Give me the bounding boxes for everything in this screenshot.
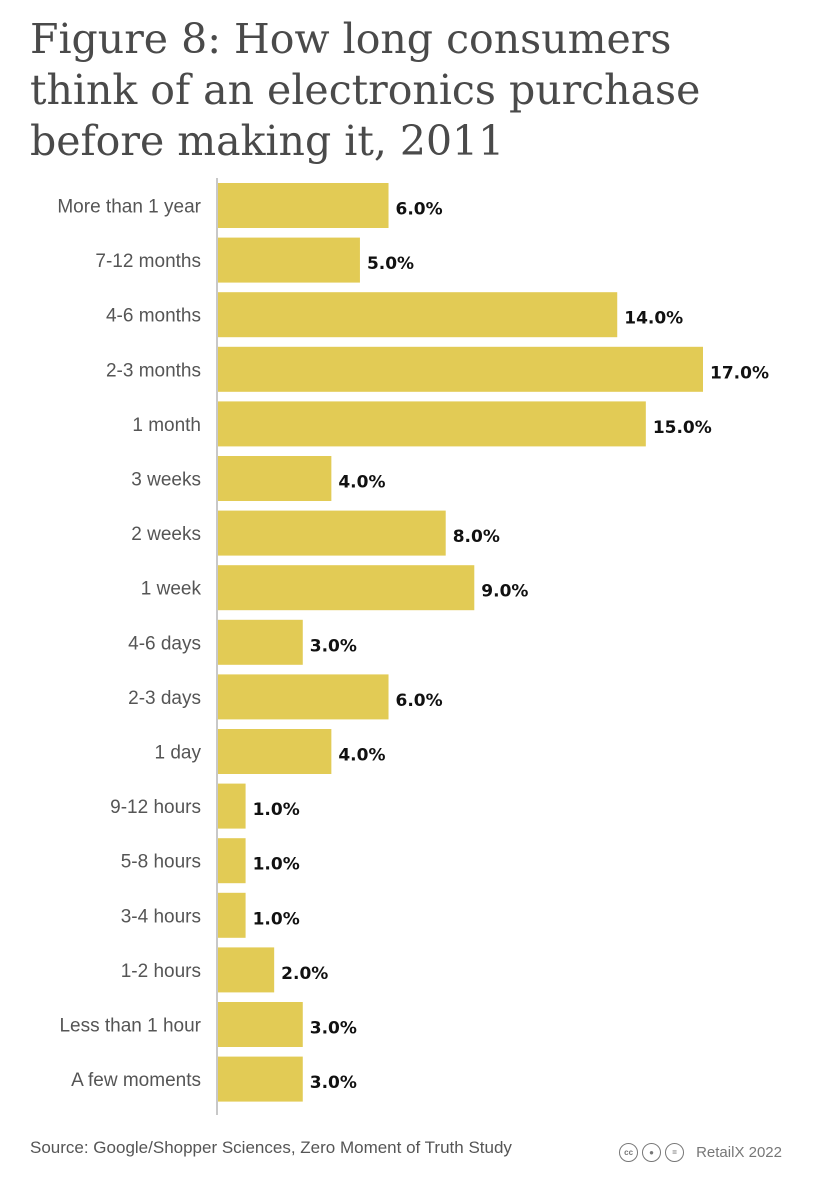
value-label: 6.0%	[396, 200, 443, 220]
value-label: 14.0%	[624, 309, 683, 329]
category-label: 5-8 hours	[121, 852, 201, 873]
bar	[217, 729, 332, 774]
bar	[217, 783, 246, 829]
chart-title: Figure 8: How long consumers think of an…	[30, 15, 701, 165]
category-label: 1-2 hours	[121, 961, 201, 982]
category-label: 1 month	[132, 415, 201, 436]
bar	[217, 892, 246, 938]
bar	[217, 565, 475, 611]
attribution-icon: ●	[642, 1143, 662, 1162]
value-label: 4.0%	[338, 473, 385, 493]
bar	[217, 1056, 303, 1102]
value-label: 15.0%	[653, 418, 712, 438]
source-note: Source: Google/Shopper Sciences, Zero Mo…	[30, 1138, 512, 1157]
bar	[217, 456, 332, 501]
category-label: 3 weeks	[131, 470, 201, 491]
bar-chart: More than 1 year 6.0% 7-12 months 5.0% 4-6 m…	[57, 178, 769, 1115]
category-label: Less than 1 hour	[59, 1016, 201, 1037]
value-label: 2.0%	[281, 964, 328, 984]
category-label: 9-12 hours	[110, 797, 201, 818]
credit-block: cc ● = RetailX 2022	[619, 1143, 782, 1162]
value-label: 6.0%	[396, 691, 443, 711]
value-label: 1.0%	[253, 855, 300, 875]
bar	[217, 346, 703, 392]
credit-text: RetailX 2022	[696, 1144, 782, 1161]
bar	[217, 292, 618, 338]
category-label: 2-3 months	[106, 360, 201, 381]
category-label: 1 day	[155, 743, 202, 764]
value-label: 9.0%	[481, 582, 528, 602]
value-label: 3.0%	[310, 1019, 357, 1039]
value-label: 17.0%	[710, 363, 769, 383]
no-derivatives-icon: =	[665, 1143, 685, 1162]
value-label: 4.0%	[338, 746, 385, 766]
value-label: 5.0%	[367, 254, 414, 274]
category-label: 3-4 hours	[121, 906, 201, 927]
value-label: 3.0%	[310, 636, 357, 656]
bar	[217, 1002, 303, 1047]
category-label: 1 week	[141, 579, 202, 600]
bar	[217, 237, 360, 283]
bar	[217, 401, 646, 447]
category-label: More than 1 year	[57, 197, 201, 218]
category-label: 7-12 months	[95, 251, 201, 272]
creative-commons-icon: cc	[619, 1143, 639, 1162]
category-label: 4-6 months	[106, 306, 201, 327]
value-label: 3.0%	[310, 1073, 357, 1093]
category-label: 4-6 days	[128, 633, 201, 654]
value-label: 1.0%	[253, 800, 300, 820]
bar	[217, 510, 446, 556]
bar	[217, 183, 389, 228]
category-label: 2 weeks	[131, 524, 201, 545]
value-label: 1.0%	[253, 909, 300, 929]
bar	[217, 947, 275, 993]
value-label: 8.0%	[453, 527, 500, 547]
bar	[217, 838, 246, 884]
bar	[217, 674, 389, 720]
category-label: 2-3 days	[128, 688, 201, 709]
bar	[217, 619, 303, 665]
category-label: A few moments	[71, 1070, 201, 1091]
